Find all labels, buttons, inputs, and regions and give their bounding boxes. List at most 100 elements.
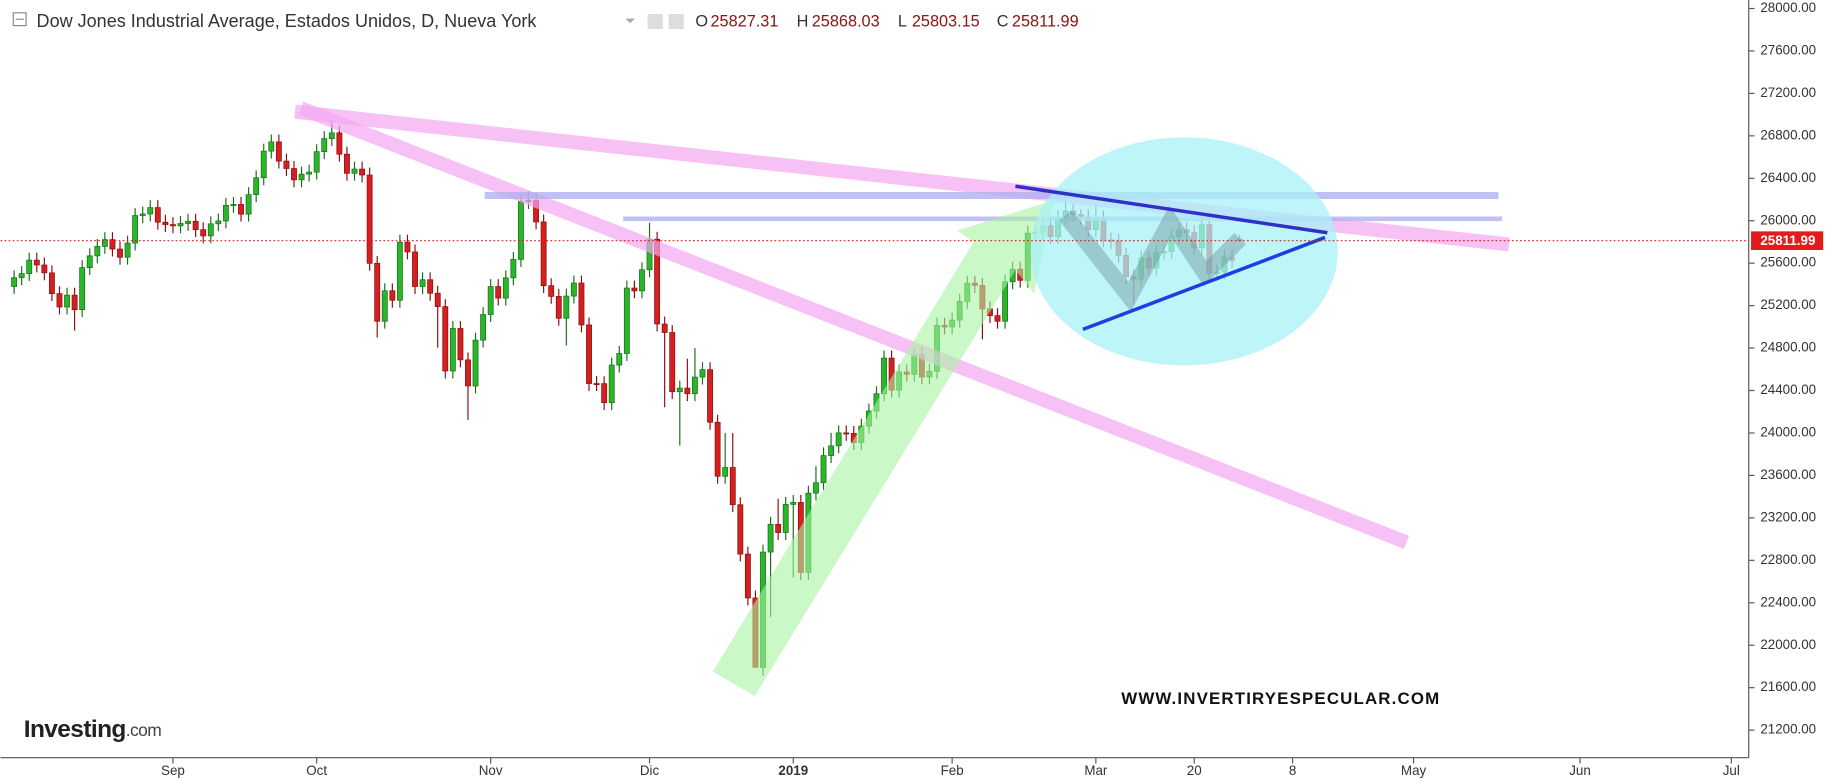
candle-body	[71, 294, 78, 311]
x-tick-label: 8	[1289, 763, 1296, 778]
x-tick-label: Oct	[306, 763, 327, 778]
candle-body	[502, 277, 509, 299]
candle-body	[487, 286, 494, 315]
candle-body	[207, 223, 214, 237]
candle-body	[570, 282, 577, 297]
logo-suffix: .com	[126, 720, 162, 740]
y-tick-label: 26800.00	[1760, 127, 1816, 142]
candle-body	[374, 262, 381, 322]
settings-icon[interactable]	[647, 13, 663, 30]
y-tick-label: 25200.00	[1760, 297, 1816, 312]
candle-body	[328, 132, 335, 139]
candle-body	[86, 255, 93, 268]
ohlc-key: L	[898, 12, 907, 30]
y-tick-label: 22400.00	[1760, 594, 1816, 609]
candle-body	[381, 290, 388, 322]
dropdown-icon[interactable]	[625, 18, 635, 24]
candle-body	[722, 467, 729, 477]
candle-body	[154, 207, 161, 223]
candle-body	[389, 290, 396, 301]
candle-body	[48, 272, 55, 294]
candle-body	[744, 553, 751, 599]
candle-body	[245, 194, 252, 215]
zigzag	[1059, 205, 1246, 312]
candle-body	[344, 153, 350, 174]
candle-body	[782, 504, 789, 533]
settings-icon[interactable]	[668, 13, 684, 30]
ohlc-value: 25811.99	[1012, 12, 1079, 30]
candle-body	[351, 168, 358, 174]
y-tick-label: 23600.00	[1760, 467, 1816, 482]
candle-body	[321, 138, 328, 152]
ohlc-key: O	[695, 12, 708, 30]
candle-body	[117, 248, 123, 258]
trendline	[298, 101, 1410, 549]
candle-body	[359, 168, 365, 176]
candle-body	[676, 387, 683, 393]
x-tick-label: Dic	[640, 763, 660, 778]
candle-body	[170, 224, 176, 227]
y-tick-label: 27200.00	[1760, 85, 1816, 100]
candle-body	[548, 285, 555, 297]
candle-body	[518, 201, 524, 260]
candle-body	[412, 251, 418, 287]
logo-main: Investing	[24, 716, 126, 743]
candle-body	[684, 387, 691, 395]
candle-body	[578, 282, 585, 326]
candle-body	[442, 306, 449, 372]
candle-body	[449, 328, 456, 372]
candle-body	[162, 221, 169, 225]
candle-body	[820, 455, 827, 484]
y-tick-label: 26400.00	[1760, 170, 1816, 185]
candle-body	[230, 204, 237, 206]
candle-body	[767, 524, 774, 553]
candle-body	[828, 445, 835, 456]
ohlc-legend: O 25827.31 H 25868.03 L 25803.15 C 25811.99	[695, 12, 1078, 30]
candle-body	[215, 220, 222, 225]
y-tick-label: 22800.00	[1760, 552, 1816, 567]
ohlc-value: 25868.03	[812, 12, 880, 30]
candle-body	[654, 238, 661, 325]
candle-body	[56, 293, 63, 308]
candle-body	[563, 295, 570, 319]
y-tick-label: 22000.00	[1760, 637, 1816, 652]
arrow	[712, 200, 1054, 697]
candle-body	[843, 432, 850, 435]
candle-body	[465, 359, 471, 387]
candle-body	[586, 324, 592, 384]
candle-body	[737, 504, 744, 555]
x-tick-label: Jun	[1569, 763, 1591, 778]
candle-body	[495, 286, 502, 299]
candle-body	[419, 279, 426, 287]
candle-body	[26, 259, 33, 274]
candle-body	[699, 369, 706, 378]
candle-body	[396, 241, 403, 301]
x-tick-label: Nov	[479, 763, 503, 778]
candle-body	[510, 259, 517, 279]
candle-body	[835, 432, 842, 447]
y-tick-label: 24000.00	[1760, 425, 1816, 440]
candle-body	[33, 259, 40, 266]
candle-body	[669, 332, 676, 393]
highlight-ellipse	[1030, 137, 1338, 366]
candle-body	[109, 239, 116, 250]
y-tick-label: 21600.00	[1760, 679, 1816, 694]
x-tick-label: 20	[1187, 763, 1202, 778]
candle-body	[994, 315, 1001, 322]
triangle-line	[1015, 184, 1328, 235]
candle-body	[813, 482, 819, 494]
candle-body	[480, 314, 487, 341]
x-tick-label: Sep	[161, 763, 185, 778]
candle-body	[623, 287, 630, 354]
logo: Investing.com	[24, 716, 162, 743]
x-tick-label: 2019	[778, 763, 808, 778]
last-price-label: 25811.99	[1760, 233, 1815, 248]
y-tick-label: 27600.00	[1760, 42, 1816, 57]
candle-body	[275, 141, 282, 162]
candle-body	[222, 204, 229, 222]
x-tick-label: Feb	[941, 763, 964, 778]
candle-body	[661, 323, 668, 333]
candle-body	[427, 279, 434, 294]
candle-body	[147, 207, 154, 215]
